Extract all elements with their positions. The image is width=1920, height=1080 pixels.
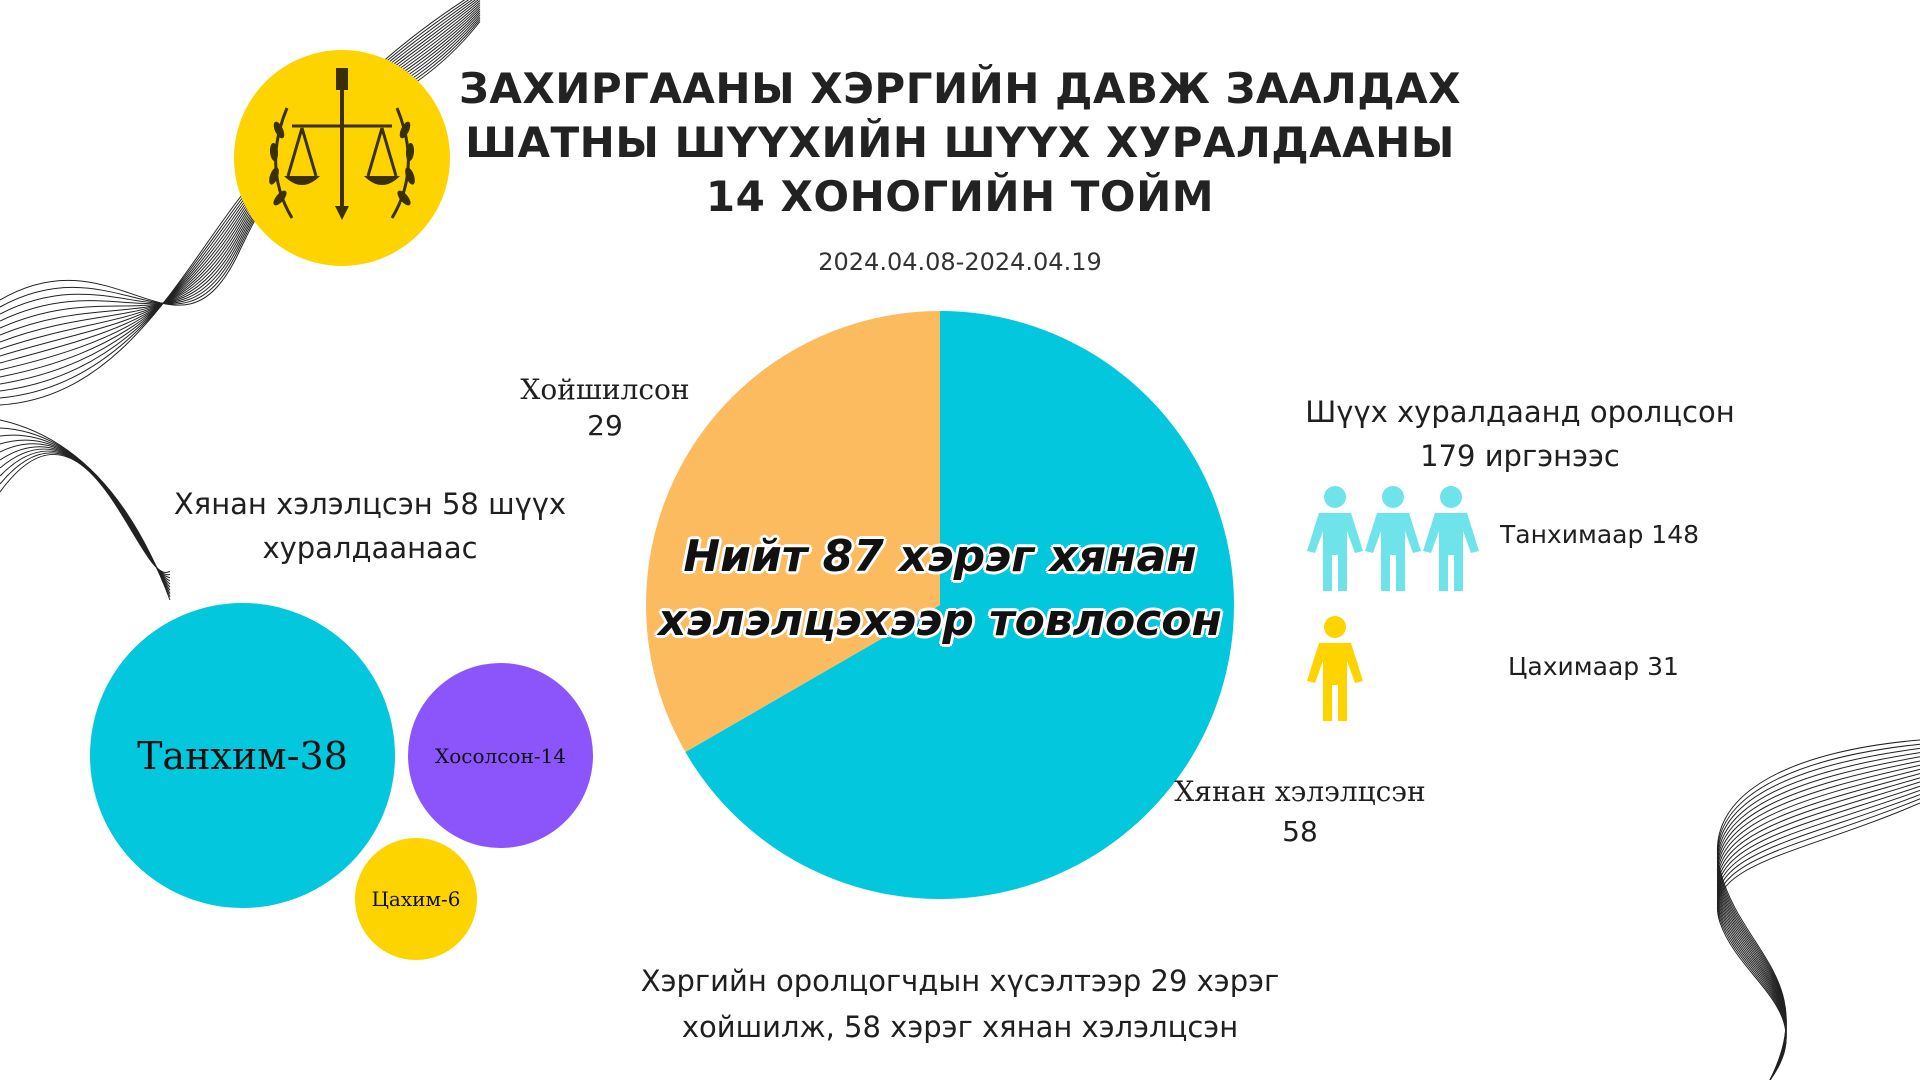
- title-line-1: ЗАХИРГААНЫ ХЭРГИЙН ДАВЖ ЗААЛДАХ: [458, 64, 1462, 113]
- decorative-line: [0, 2, 481, 343]
- decorative-line: [1717, 743, 1920, 1080]
- person-icon: [1307, 486, 1363, 591]
- page-title: ЗАХИРГААНЫ ХЭРГИЙН ДАВЖ ЗААЛДАХ ШАТНЫ ШҮ…: [440, 62, 1480, 224]
- decorative-line: [1717, 768, 1920, 1080]
- summary-caption: Хэргийн оролцогчдын хүсэлтээр 29 хэрэг х…: [560, 958, 1360, 1050]
- person-icon-cyber: [1307, 616, 1363, 721]
- decorative-line: [1717, 781, 1920, 1080]
- person-icon: [1365, 486, 1421, 591]
- court-emblem-logo: [234, 50, 450, 266]
- person-icons-hall: [1307, 486, 1479, 591]
- hearings-caption: Хянан хэлэлцсэн 58 шүүх хуралдаанаас: [130, 482, 610, 570]
- hearings-caption-line-1: Хянан хэлэлцсэн 58 шүүх: [173, 487, 567, 521]
- decorative-line: [0, 0, 479, 329]
- pie-label-reviewed: Хянан хэлэлцсэн 58: [1160, 772, 1440, 852]
- pie-center-line-1: Нийт 87 хэрэг хянан: [683, 531, 1197, 582]
- decorative-line: [0, 454, 171, 574]
- summary-caption-line-2: хойшилж, 58 хэрэг хянан хэлэлцсэн: [681, 1010, 1239, 1044]
- pie-label-postponed: Хойшилсон 29: [500, 372, 710, 444]
- participants-caption: Шүүх хуралдаанд оролцсон 179 иргэнээс: [1290, 390, 1750, 478]
- summary-caption-line-1: Хэргийн оролцогчдын хүсэлтээр 29 хэрэг: [640, 964, 1280, 998]
- decorative-wave-lines-bottom: [1717, 739, 1920, 1080]
- decorative-line: [0, 0, 476, 322]
- title-line-2: ШАТНЫ ШҮҮХИЙН ШҮҮХ ХУРАЛДААНЫ: [465, 118, 1455, 167]
- decorative-line: [0, 0, 481, 336]
- bubble-hall: Танхим-38: [90, 603, 395, 908]
- participants-hall-label: Танхимаар 148: [1500, 520, 1700, 549]
- bubble-cyber: Цахим-6: [355, 838, 477, 960]
- participants-caption-line-2: 179 иргэнээс: [1420, 439, 1620, 473]
- cases-pie-chart: [646, 311, 1234, 899]
- title-line-3: 14 ХОНОГИЙН ТОЙМ: [705, 172, 1215, 221]
- decorative-line: [1717, 802, 1920, 1080]
- pie-center-line-2: хэлэлцэхээр товлосон: [658, 595, 1222, 646]
- decorative-line: [0, 0, 473, 315]
- pie-slice-reviewed: [685, 311, 1234, 899]
- decorative-line: [1717, 773, 1920, 1080]
- hearings-caption-line-2: хуралдаанаас: [262, 531, 478, 565]
- decorative-line: [0, 0, 470, 308]
- bubble-mixed: Хосолсон-14: [408, 663, 593, 848]
- pie-label-postponed-value: 29: [587, 409, 623, 442]
- pie-slice-postponed: [646, 311, 940, 752]
- participants-caption-line-1: Шүүх хуралдаанд оролцсон: [1305, 395, 1735, 429]
- decorative-line: [1717, 760, 1920, 1080]
- pie-label-reviewed-value: 58: [1282, 815, 1318, 848]
- pie-center-label: Нийт 87 хэрэг хянан хэлэлцэхээр товлосон: [610, 525, 1270, 653]
- date-range: 2024.04.08-2024.04.19: [818, 248, 1102, 276]
- decorative-line: [1717, 747, 1920, 1080]
- decorative-line: [0, 4, 481, 350]
- person-icon: [1423, 486, 1479, 591]
- participants-cyber-label: Цахимаар 31: [1508, 652, 1679, 681]
- pie-label-reviewed-name: Хянан хэлэлцсэн: [1174, 775, 1426, 808]
- pie-label-postponed-name: Хойшилсон: [520, 373, 690, 406]
- decorative-line: [0, 0, 466, 306]
